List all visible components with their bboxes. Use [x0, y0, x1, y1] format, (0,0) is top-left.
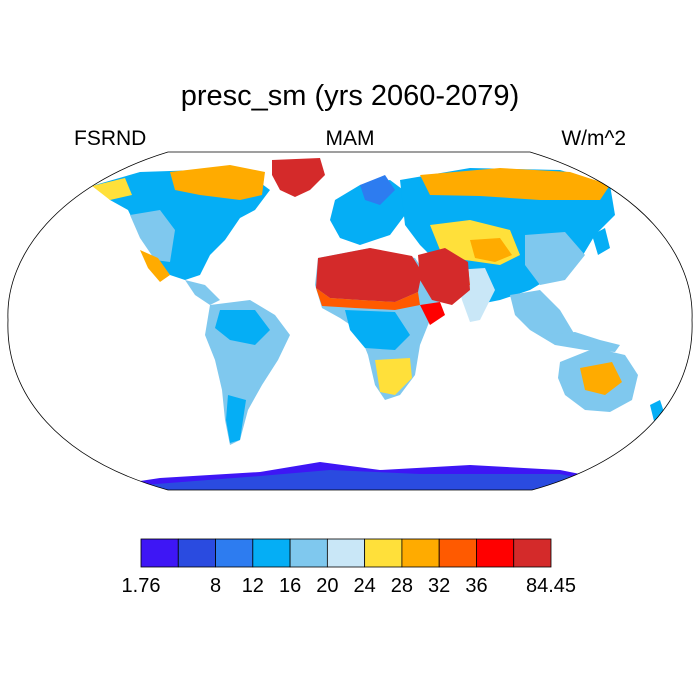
units-label: W/m^2 — [561, 127, 626, 150]
colorbar-tick-label: 28 — [390, 575, 414, 597]
siberia-north — [420, 168, 610, 200]
colorbar-tick-label: 24 — [353, 575, 376, 597]
colorbar-swatch — [252, 538, 291, 568]
variable-label: FSRND — [74, 127, 147, 150]
southern-africa — [375, 358, 412, 395]
colorbar-tick-label: 8 — [209, 575, 222, 597]
alaska — [92, 178, 132, 200]
australia-interior — [580, 362, 622, 395]
season-label: MAM — [325, 127, 375, 150]
arabia — [418, 248, 470, 305]
colorbar-swatch — [215, 538, 254, 568]
indonesia — [545, 332, 620, 352]
central-america — [185, 280, 220, 305]
southeast-asia — [510, 290, 575, 345]
colorbar-tick-label: 20 — [316, 575, 339, 597]
colorbar-swatch — [476, 538, 515, 568]
colorbar-tick-label: 1.76 — [121, 575, 161, 597]
japan — [592, 228, 610, 255]
colorbar-tick-label: 84.45 — [525, 575, 577, 597]
mexico-hot — [140, 250, 170, 282]
colorbar-tick-label: 32 — [428, 575, 451, 597]
southern-south-america — [226, 395, 246, 443]
sahara — [316, 248, 422, 302]
tibet-plateau — [470, 238, 512, 262]
east-asia — [525, 232, 585, 285]
greenland — [272, 158, 325, 197]
colorbar-tick-label: 12 — [241, 575, 264, 597]
north-america-west — [130, 210, 175, 262]
scandinavia — [360, 175, 395, 205]
colorbar-tick-label: 16 — [278, 575, 302, 597]
colorbar-swatch — [438, 538, 477, 568]
map-outline — [7, 151, 693, 491]
colorbar-swatch — [177, 538, 216, 568]
europe — [330, 180, 410, 245]
colorbar-swatch — [513, 538, 552, 568]
colorbar-swatch — [401, 538, 440, 568]
amazon — [215, 310, 270, 345]
sahel-edge — [316, 288, 420, 310]
antarctica-coast — [130, 470, 600, 490]
horn-of-africa — [420, 302, 445, 325]
colorbar-swatch — [364, 538, 403, 568]
colorbar-swatch — [289, 538, 328, 568]
colorbar-tick-label: 36 — [465, 575, 488, 597]
colorbar-swatch — [326, 538, 366, 568]
central-africa — [345, 310, 410, 350]
arctic-canada — [170, 165, 265, 200]
map-title: presc_sm (yrs 2060-2079) — [180, 80, 520, 112]
colorbar-swatch — [140, 538, 179, 568]
